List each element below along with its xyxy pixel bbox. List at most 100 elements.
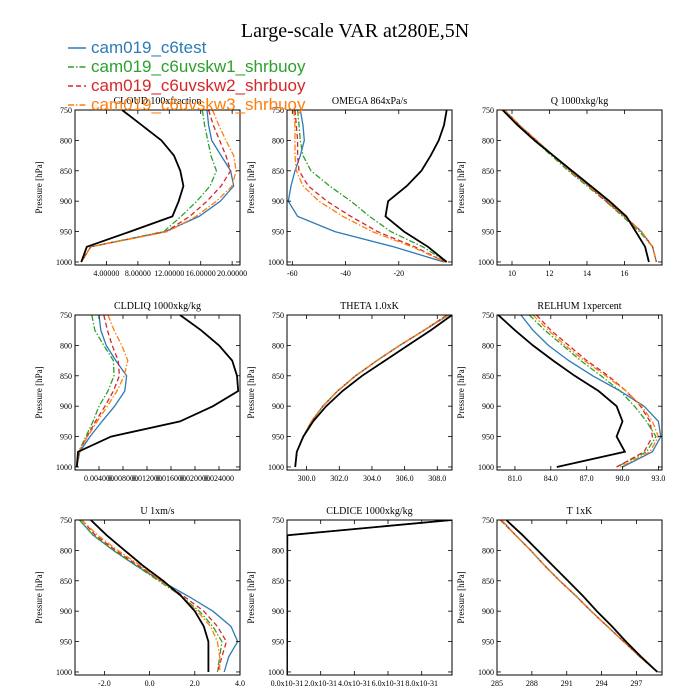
legend-entry-4: cam019_c6uvskw3_shrbuoy <box>68 95 306 114</box>
panel-frame <box>496 109 663 266</box>
y-tick-label: 1000 <box>268 668 284 677</box>
y-tick-label: 950 <box>272 228 284 237</box>
panel-4: CLDLIQ 1000xkg/kg Pressure [hPa] 750 800 850… <box>34 301 241 483</box>
series-group <box>501 110 658 263</box>
y-tick-label: 800 <box>272 136 284 145</box>
y-tick-label: 1000 <box>268 258 284 267</box>
x-tick-label: 306.0 <box>396 474 414 483</box>
legend-entry-1: cam019_c6test <box>68 38 207 57</box>
x-tick-label: 8.00000 <box>125 269 151 278</box>
panel-title: THETA 1.0xK <box>340 301 399 312</box>
x-tick-label: -60 <box>287 269 298 278</box>
series-line-5 <box>75 315 240 468</box>
x-tick-label: 87.0 <box>580 474 594 483</box>
x-tick-label: 285 <box>491 679 503 688</box>
x-tick-label: -2.0 <box>98 679 111 688</box>
y-tick-label: 800 <box>482 341 494 350</box>
x-tick-label: 84.0 <box>544 474 558 483</box>
panel-title: CLDICE 1000xkg/kg <box>326 506 412 517</box>
series-line-4 <box>76 315 129 468</box>
panel-frame <box>74 109 241 266</box>
x-tick-label: 2.0 <box>190 679 200 688</box>
y-axis-label: Pressure [hPa] <box>34 366 44 418</box>
series-line-2 <box>528 315 657 468</box>
x-tick-label: 0.008000 <box>108 474 138 483</box>
y-tick-label: 950 <box>60 433 72 442</box>
series-line-3 <box>294 110 446 263</box>
panels: CLOUD 100xfraction Pressure [hPa] 750 800 85… <box>34 96 665 688</box>
y-tick-label: 950 <box>60 228 72 237</box>
panel-3: Q 1000xkg/kg Pressure [hPa] 750 800 850 900 95… <box>456 96 663 278</box>
series-line-3 <box>80 110 232 263</box>
y-tick-label: 850 <box>60 577 72 586</box>
panel-title: Q 1000xkg/kg <box>551 96 609 107</box>
x-tick-label: 0.0x10-31 <box>271 679 304 688</box>
series-line-4 <box>294 315 450 468</box>
y-tick-label: 850 <box>272 167 284 176</box>
y-tick-label: 750 <box>60 516 72 525</box>
y-axis-label: Pressure [hPa] <box>456 571 466 623</box>
y-tick-label: 900 <box>482 607 494 616</box>
series-line-5 <box>80 110 185 263</box>
panel-title: CLDLIQ 1000xkg/kg <box>114 301 201 312</box>
x-tick-label: 302.0 <box>330 474 348 483</box>
y-tick-label: 900 <box>272 607 284 616</box>
series-line-4 <box>532 315 660 468</box>
panel-2: OMEGA 864xPa/s Pressure [hPa] 750 800 850 900… <box>246 96 453 278</box>
series-line-3 <box>76 315 121 468</box>
y-tick-label: 800 <box>482 136 494 145</box>
series-line-1 <box>76 315 128 468</box>
y-tick-label: 800 <box>60 341 72 350</box>
series-line-5 <box>294 315 452 468</box>
panel-title: U 1xm/s <box>140 506 174 517</box>
y-axis-label: Pressure [hPa] <box>246 571 256 623</box>
x-tick-label: 288 <box>526 679 538 688</box>
y-tick-label: 850 <box>482 577 494 586</box>
legend-label: cam019_c6test <box>91 38 207 57</box>
y-tick-label: 800 <box>272 546 284 555</box>
series-line-1 <box>520 315 662 468</box>
series-line-5 <box>505 520 659 673</box>
series-line-2 <box>294 315 448 468</box>
y-tick-label: 950 <box>272 638 284 647</box>
series-group <box>294 315 452 468</box>
x-tick-label: 0.024000 <box>204 474 234 483</box>
panel-frame <box>496 314 663 471</box>
x-tick-label: 308.0 <box>428 474 446 483</box>
panel-frame <box>74 314 241 471</box>
series-line-1 <box>287 520 452 675</box>
y-tick-label: 800 <box>60 136 72 145</box>
panel-title: T 1xK <box>567 506 593 517</box>
y-tick-label: 1000 <box>56 463 72 472</box>
y-tick-label: 1000 <box>268 463 284 472</box>
x-tick-label: 12.00000 <box>154 269 184 278</box>
x-tick-label: 0.0 <box>145 679 155 688</box>
series-group <box>287 110 448 263</box>
y-tick-label: 900 <box>272 402 284 411</box>
panel-title: CLOUD 100xfraction <box>113 96 201 107</box>
x-tick-label: 16 <box>621 269 629 278</box>
panel-7: U 1xm/s Pressure [hPa] 750 800 850 900 950 1000… <box>34 506 245 688</box>
y-tick-label: 800 <box>60 546 72 555</box>
panel-5: THETA 1.0xK Pressure [hPa] 750 800 850 900 950… <box>246 301 453 483</box>
y-tick-label: 800 <box>272 341 284 350</box>
y-tick-label: 1000 <box>478 668 494 677</box>
series-line-4 <box>80 110 237 263</box>
y-tick-label: 1000 <box>56 258 72 267</box>
x-tick-label: -20 <box>393 269 404 278</box>
y-tick-label: 850 <box>60 372 72 381</box>
x-tick-label: 4.0x10-31 <box>338 679 371 688</box>
panel-6: RELHUM 1xpercent Pressure [hPa] 750 800 850 9… <box>456 301 665 483</box>
series-line-4 <box>293 110 446 263</box>
x-tick-label: 6.0x10-31 <box>372 679 405 688</box>
series-line-3 <box>287 520 452 675</box>
y-tick-label: 1000 <box>478 463 494 472</box>
y-tick-label: 850 <box>482 372 494 381</box>
y-tick-label: 750 <box>272 516 284 525</box>
panel-title: OMEGA 864xPa/s <box>332 96 407 107</box>
panel-frame <box>286 109 453 266</box>
series-line-4 <box>287 520 452 675</box>
y-tick-label: 750 <box>482 106 494 115</box>
x-tick-label: 300.0 <box>298 474 316 483</box>
